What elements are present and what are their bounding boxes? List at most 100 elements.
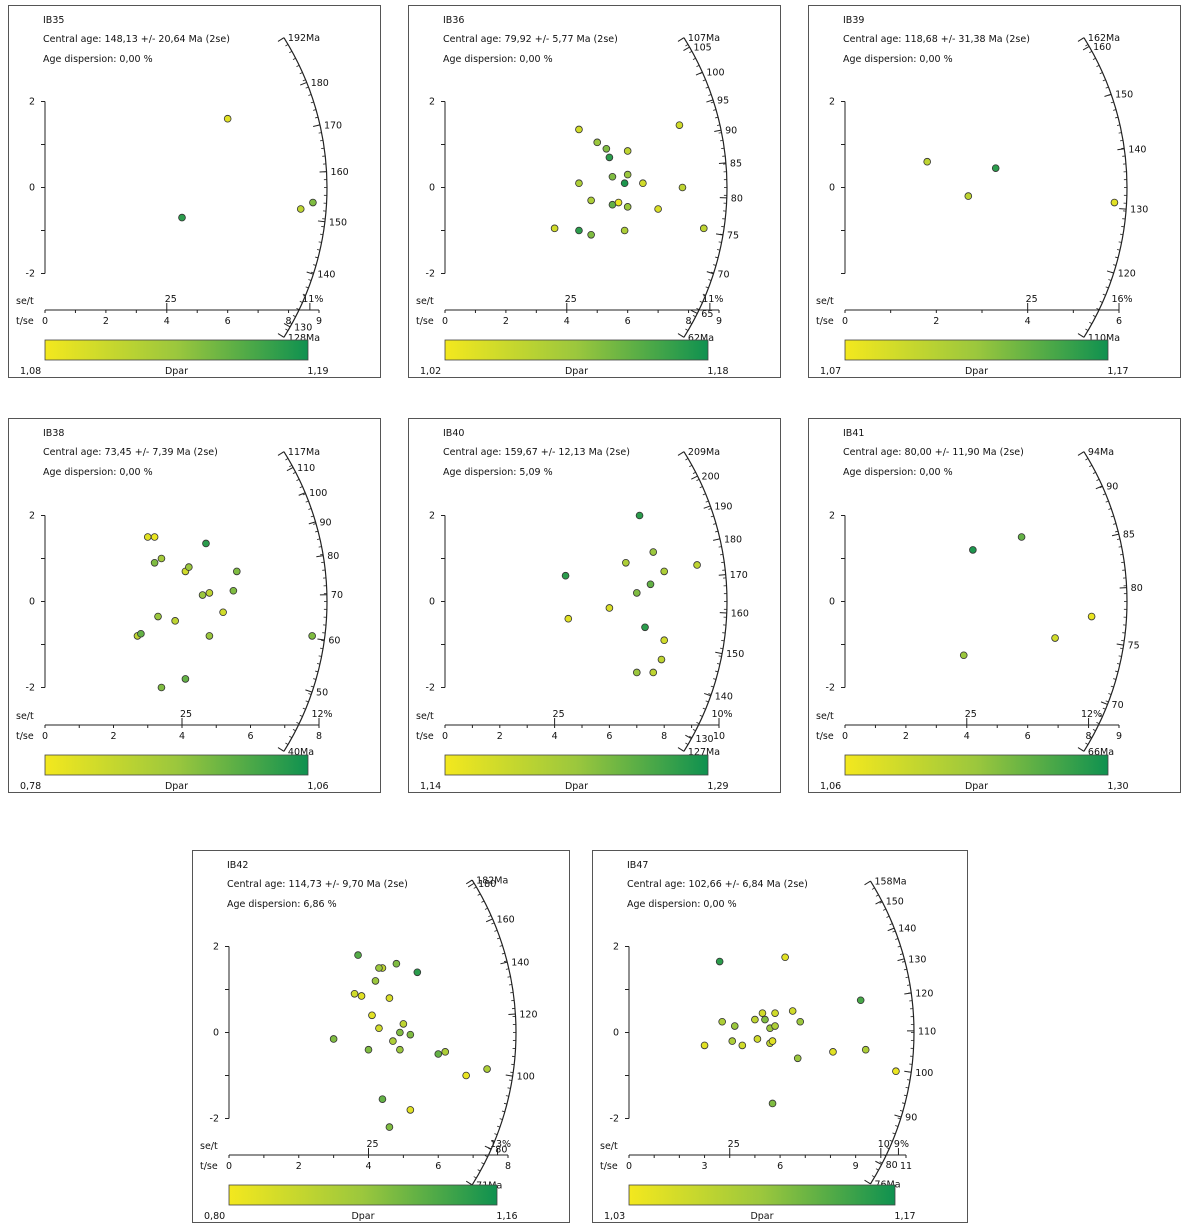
dpar-min-label: 1,14 [420, 781, 441, 792]
age-arc-minor-tick [1102, 493, 1106, 496]
age-arc-tick [715, 651, 723, 655]
age-arc-minor-tick [895, 1125, 899, 1127]
age-arc-minor-tick [1116, 538, 1121, 540]
data-point [641, 623, 649, 632]
panel-ib40: IB40 Central age: 159,67 +/- 12,13 Ma (2s… [408, 418, 781, 793]
y-tick-label: 2 [429, 511, 435, 522]
age-arc-minor-tick [316, 538, 321, 540]
age-arc-minor-tick [905, 976, 909, 978]
age-arc-minor-tick [1099, 714, 1103, 717]
data-point [633, 589, 641, 597]
age-arc-label: 140 [511, 958, 529, 969]
age-arc-minor-tick [315, 256, 319, 259]
age-arc-minor-tick [705, 500, 709, 503]
dpar-min-label: 1,02 [420, 366, 441, 377]
age-arc-tick [308, 521, 316, 525]
age-arc-minor-tick [296, 307, 300, 311]
age-arc-minor-tick [708, 279, 712, 281]
age-arc-minor-tick [316, 249, 321, 251]
age-arc-minor-tick [699, 300, 703, 303]
age-arc-minor-tick [689, 735, 693, 739]
age-dispersion-text: Age dispersion: 0,00 % [627, 899, 737, 910]
dpar-min-label: 1,08 [20, 366, 41, 377]
dpar-min-label: 1,03 [604, 1211, 625, 1222]
age-arc-label: 162Ma [1088, 33, 1120, 44]
age-arc-minor-tick [496, 1125, 501, 1128]
age-arc-minor-tick [716, 663, 721, 665]
t-se-tick-label: 6 [606, 731, 612, 742]
data-point [223, 114, 232, 123]
age-arc-minor-tick [1110, 101, 1114, 104]
data-point [1051, 634, 1059, 642]
age-arc-label: 100 [309, 488, 327, 499]
age-arc-label: 75 [727, 231, 739, 242]
age-arc-minor-tick [886, 1147, 890, 1150]
y-tick-label: 2 [29, 511, 35, 522]
panel-ib41: IB41 Central age: 80,00 +/- 11,90 Ma (2se… [808, 418, 1181, 793]
data-point [718, 1017, 726, 1026]
t-se-tick-label: 2 [103, 316, 109, 327]
data-point [605, 153, 614, 162]
data-point [178, 213, 186, 222]
dpar-max-label: 1,17 [894, 1211, 915, 1222]
age-arc-minor-tick [892, 930, 896, 933]
age-arc-minor-tick [1085, 742, 1089, 745]
age-arc-minor-tick [285, 328, 289, 331]
sample-label: IB38 [43, 428, 64, 439]
data-point [137, 629, 145, 638]
age-arc-minor-tick [689, 50, 693, 54]
age-arc-minor-tick [296, 64, 300, 68]
panel-ib47: IB47 Central age: 102,66 +/- 6,84 Ma (2se… [592, 850, 968, 1223]
dpar-min-label: 0,78 [20, 781, 41, 792]
age-arc-label: 94Ma [1088, 447, 1114, 458]
age-arc-minor-tick [1108, 508, 1112, 510]
age-arc-minor-tick [903, 1094, 907, 1097]
age-arc-minor-tick [488, 915, 492, 918]
age-arc-label: 140 [317, 270, 335, 281]
age-arc-minor-tick [1092, 314, 1096, 318]
data-point [649, 548, 658, 556]
age-arc-minor-tick [1115, 670, 1119, 673]
age-arc-minor-tick [318, 655, 322, 657]
age-arc-label: 110Ma [1088, 333, 1120, 344]
age-arc-tick [715, 233, 724, 236]
t-se-tick-label: 2 [296, 1161, 302, 1172]
age-arc-minor-tick [1115, 530, 1119, 533]
central-age-text: Central age: 148,13 +/- 20,64 Ma (2se) [43, 34, 230, 45]
age-arc-minor-tick [501, 952, 505, 955]
data-point [768, 1037, 777, 1045]
data-point [751, 1015, 759, 1024]
age-arc-minor-tick [901, 961, 906, 963]
age-arc-minor-tick [1113, 523, 1117, 525]
age-arc-tick [685, 734, 692, 739]
age-arc-minor-tick [315, 530, 319, 533]
t-se-tick-label: 6 [1025, 731, 1031, 742]
data-point [185, 563, 193, 571]
age-arc-minor-tick [689, 464, 693, 468]
age-arc-label: 70 [1112, 700, 1124, 711]
age-arc-minor-tick [1113, 264, 1117, 266]
central-age-text: Central age: 79,92 +/- 5,77 Ma (2se) [443, 34, 618, 45]
age-arc-minor-tick [1085, 44, 1089, 47]
age-arc-minor-tick [685, 742, 689, 745]
age-arc-label: 130 [1130, 205, 1148, 216]
age-arc-minor-tick [1120, 233, 1124, 236]
age-arc-minor-tick [302, 493, 306, 496]
dpar-label: Dpar [965, 781, 988, 792]
t-se-tick-label: 11 [900, 1161, 912, 1172]
data-point [700, 1041, 709, 1050]
age-arc-tick [704, 692, 711, 697]
age-arc-minor-tick [702, 707, 706, 710]
central-age-text: Central age: 102,66 +/- 6,84 Ma (2se) [627, 879, 808, 890]
data-point [399, 1020, 408, 1028]
dpar-min-label: 1,06 [820, 781, 841, 792]
age-arc-minor-tick [285, 44, 289, 47]
dpar-max-label: 1,18 [707, 366, 728, 377]
age-arc-minor-tick [708, 508, 712, 510]
age-arc-minor-tick [1105, 86, 1109, 89]
age-arc-minor-tick [1089, 464, 1093, 468]
age-arc-minor-tick [299, 714, 303, 717]
dpar-colorbar [44, 339, 309, 361]
age-arc-tick [465, 1180, 473, 1186]
age-arc-tick [283, 323, 291, 328]
